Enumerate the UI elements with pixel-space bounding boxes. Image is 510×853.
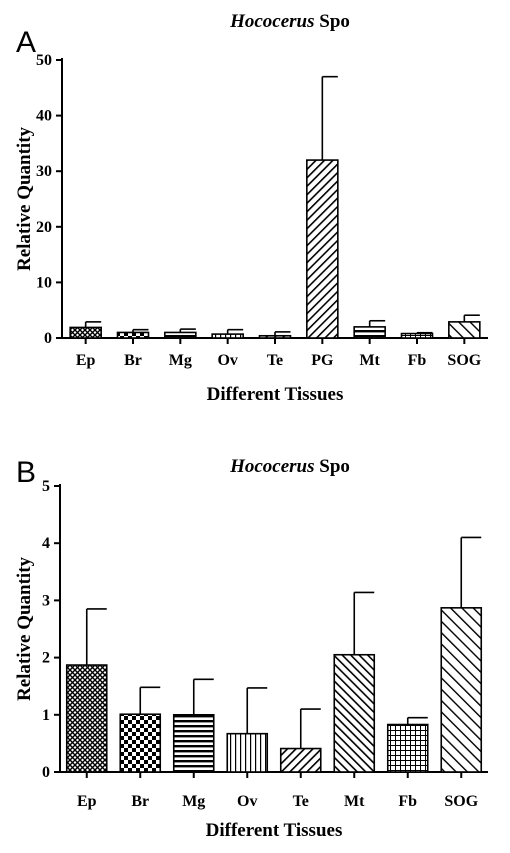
chart-b-category-label: Fb	[398, 793, 417, 810]
chart-a-category-label: Mg	[169, 352, 192, 369]
chart-b-y-tick-label: 0	[42, 764, 50, 781]
chart-a-y-tick-label: 30	[36, 163, 52, 180]
chart-a-category-label: Ep	[76, 352, 96, 369]
chart-b-bar-Mg	[172, 713, 215, 773]
chart-b-y-tick-label: 1	[42, 707, 50, 724]
chart-b-category-label: Br	[131, 793, 149, 810]
chart-a-category-label: Fb	[408, 352, 427, 369]
chart-a-bar-Mt	[353, 326, 386, 339]
chart-b-x-axis-title: Different Tissues	[206, 820, 343, 841]
panel-b-title: Hococerus Spo	[229, 456, 350, 477]
chart-b-y-tick-label: 5	[42, 478, 50, 495]
chart-b-category-label: Mg	[182, 793, 205, 810]
chart-b-y-tick-label: 4	[42, 535, 50, 552]
chart-b-y-axis-title: Relative Quantity	[14, 556, 35, 701]
panel-a-letter: A	[16, 26, 36, 59]
chart-a-bar-PG	[306, 159, 339, 339]
chart-a-bar-Te	[258, 334, 292, 339]
chart-a-y-axis-title: Relative Quantity	[14, 126, 35, 271]
chart-b-bar-Br	[119, 713, 162, 773]
chart-b-category-label: SOG	[444, 793, 478, 810]
chart-a-category-label: SOG	[447, 352, 481, 369]
panel-a-title-genus: Hococerus	[229, 11, 314, 32]
chart-a-y-tick-label: 10	[36, 274, 52, 291]
panel-a-title: Hococerus Spo	[229, 11, 350, 32]
chart-b: 0 1 2 3 4 5 Ep Br Mg Ov Te Mt Fb SOG Different Tissues…	[14, 478, 488, 841]
chart-a-x-axis-title: Different Tissues	[207, 384, 344, 405]
chart-a-category-label: PG	[311, 352, 334, 369]
chart-a-bar-Mg	[164, 331, 197, 339]
chart-b-category-label: Mt	[344, 793, 365, 810]
chart-b-bar-SOG	[440, 607, 483, 773]
chart-b-category-label: Ov	[237, 793, 257, 810]
chart-b-bar-Te	[279, 747, 322, 773]
chart-a-bar-Ov	[211, 333, 244, 339]
chart-b-y-tick-label: 2	[42, 650, 50, 667]
chart-a-y-tick-label: 20	[36, 219, 52, 236]
chart-a-category-label: Ov	[217, 352, 237, 369]
chart-b-bar-Fb	[386, 723, 429, 773]
chart-a-category-label: Te	[267, 352, 283, 369]
chart-b-bar-Ov	[226, 732, 269, 773]
panel-b-letter: B	[16, 456, 36, 489]
panel-b-title-rest: Spo	[315, 456, 350, 477]
chart-a-y-tick-label: 0	[44, 330, 52, 347]
chart-a-bar-Ep	[69, 326, 102, 339]
panel-b-title-genus: Hococerus	[229, 456, 314, 477]
chart-a-bar-Fb	[400, 332, 434, 339]
chart-b-bar-Mt	[333, 653, 376, 773]
chart-b-bar-Ep	[65, 664, 108, 773]
chart-a-category-label: Br	[124, 352, 142, 369]
chart-a: 0 10 20 30 40 50 Ep Br Mg Ov Te PG Mt Fb SOG Different …	[14, 52, 488, 405]
panel-a-title-rest: Spo	[315, 11, 350, 32]
chart-a-y-tick-label: 50	[36, 52, 52, 69]
chart-b-category-label: Te	[293, 793, 309, 810]
chart-a-bar-Br	[116, 331, 150, 339]
chart-b-category-label: Ep	[77, 793, 97, 810]
chart-b-y-tick-label: 3	[42, 592, 50, 609]
chart-a-y-tick-label: 40	[36, 108, 52, 125]
chart-a-category-label: Mt	[359, 352, 380, 369]
chart-a-bar-SOG	[448, 321, 481, 339]
